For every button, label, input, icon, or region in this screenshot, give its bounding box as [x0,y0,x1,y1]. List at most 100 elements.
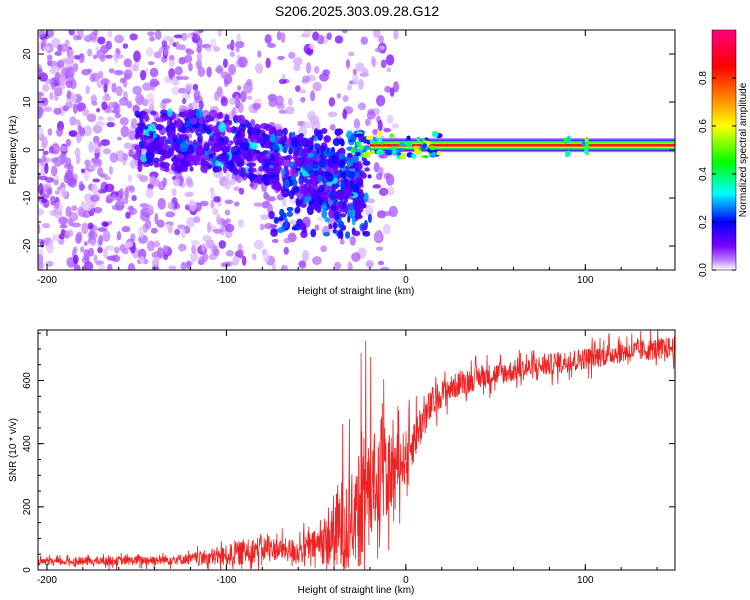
heatmap-cell [326,32,332,40]
heatmap-cell [123,58,132,68]
heatmap-cell [247,95,253,100]
heatmap-cell [312,81,322,92]
heatmap-cell [107,263,113,270]
heatmap-cell [295,85,301,93]
heatmap-cell [80,246,85,253]
snr-panel: -200 -100 0 100 0 200 400 600 Height of straigh… [8,329,676,596]
heatmap-cell [303,30,312,35]
heatmap-cell [78,53,85,59]
heatmap-cell [344,231,351,239]
heatmap-cell [212,228,223,234]
heatmap-cell [299,140,306,146]
heatmap-cell [337,230,342,239]
heatmap-cell [385,149,394,156]
heatmap-cell [206,47,212,52]
heatmap-cell [333,211,340,221]
heatmap-cell [213,91,220,102]
heatmap-cell [328,97,336,107]
heatmap-cell [350,147,356,154]
heatmap-cell [371,55,376,66]
heatmap-cell [375,246,384,251]
heatmap-cell [372,184,382,189]
heatmap-cell [168,59,175,68]
heatmap-cell [380,141,385,145]
heatmap-cell [85,85,90,95]
heatmap-cell [38,261,44,270]
heatmap-cell [212,165,223,173]
heatmap-cell [50,165,58,177]
heatmap-cell [286,211,294,218]
heatmap-cell [41,136,48,148]
heatmap-cell [168,121,175,132]
heatmap-cell [45,260,54,267]
heatmap-cell [362,151,371,159]
heatmap-cell [295,167,301,172]
heatmap-cell [322,69,331,77]
heatmap-cell [277,227,284,234]
heatmap-cell [93,30,99,36]
heatmap-cell [46,242,55,254]
heatmap-cell [302,157,309,166]
heatmap-cell [196,154,207,160]
heatmap-cell [175,41,180,51]
heatmap-cell [355,62,365,72]
spectrogram-xlabel: Height of straight line (km) [298,286,415,297]
x-tick-label: -200 [37,275,57,286]
heatmap-cell [225,171,231,181]
heatmap-cell [308,152,314,158]
heatmap-cell [350,157,354,167]
heatmap-cell [48,146,54,154]
heatmap-cell [314,224,320,231]
heatmap-cell [107,101,117,108]
heatmap-cell [388,174,393,185]
heatmap-cell [362,160,371,166]
heatmap-cell [65,206,72,218]
heatmap-cell [283,173,290,178]
heatmap-cell [220,71,230,80]
heatmap-cell [271,263,277,270]
heatmap-cell [133,50,141,63]
heatmap-cell [298,175,305,186]
heatmap-cell [114,112,122,119]
heatmap-cell [59,72,66,83]
heatmap-cell [563,137,568,144]
heatmap-cell [53,107,62,115]
heatmap-cell [320,128,328,135]
heatmap-cell [157,197,166,210]
heatmap-cell [79,32,85,38]
heatmap-cell [276,30,282,41]
heatmap-cell [191,244,197,254]
heatmap-cell [38,126,44,138]
heatmap-cell [108,165,114,175]
heatmap-cell [175,118,183,129]
heatmap-cell [139,115,144,124]
heatmap-cell [366,111,376,120]
heatmap-cell [262,165,270,171]
colorbar-tick-label: 0.8 [698,71,709,85]
heatmap-cell [293,186,300,194]
heatmap-cell [323,178,327,188]
heatmap-cell [312,256,322,265]
heatmap-cell [324,135,329,142]
heatmap-cell [220,262,231,268]
y-tick-label: 20 [22,48,33,60]
heatmap-cell [58,233,65,240]
y-tick-label: 0 [22,567,33,573]
carrier-band-layer [369,144,675,146]
heatmap-cell [38,92,44,97]
heatmap-cell [132,85,142,95]
heatmap-cell [320,204,328,210]
heatmap-cell [171,188,177,197]
heatmap-cell [351,154,359,164]
heatmap-cell [584,136,589,143]
heatmap-cell [239,90,247,103]
heatmap-cell [288,147,293,155]
heatmap-cell [376,130,382,138]
heatmap-cell [298,89,307,94]
heatmap-cell [48,239,54,244]
heatmap-cell [218,142,227,151]
heatmap-cell [155,117,165,123]
heatmap-cell [115,54,124,59]
